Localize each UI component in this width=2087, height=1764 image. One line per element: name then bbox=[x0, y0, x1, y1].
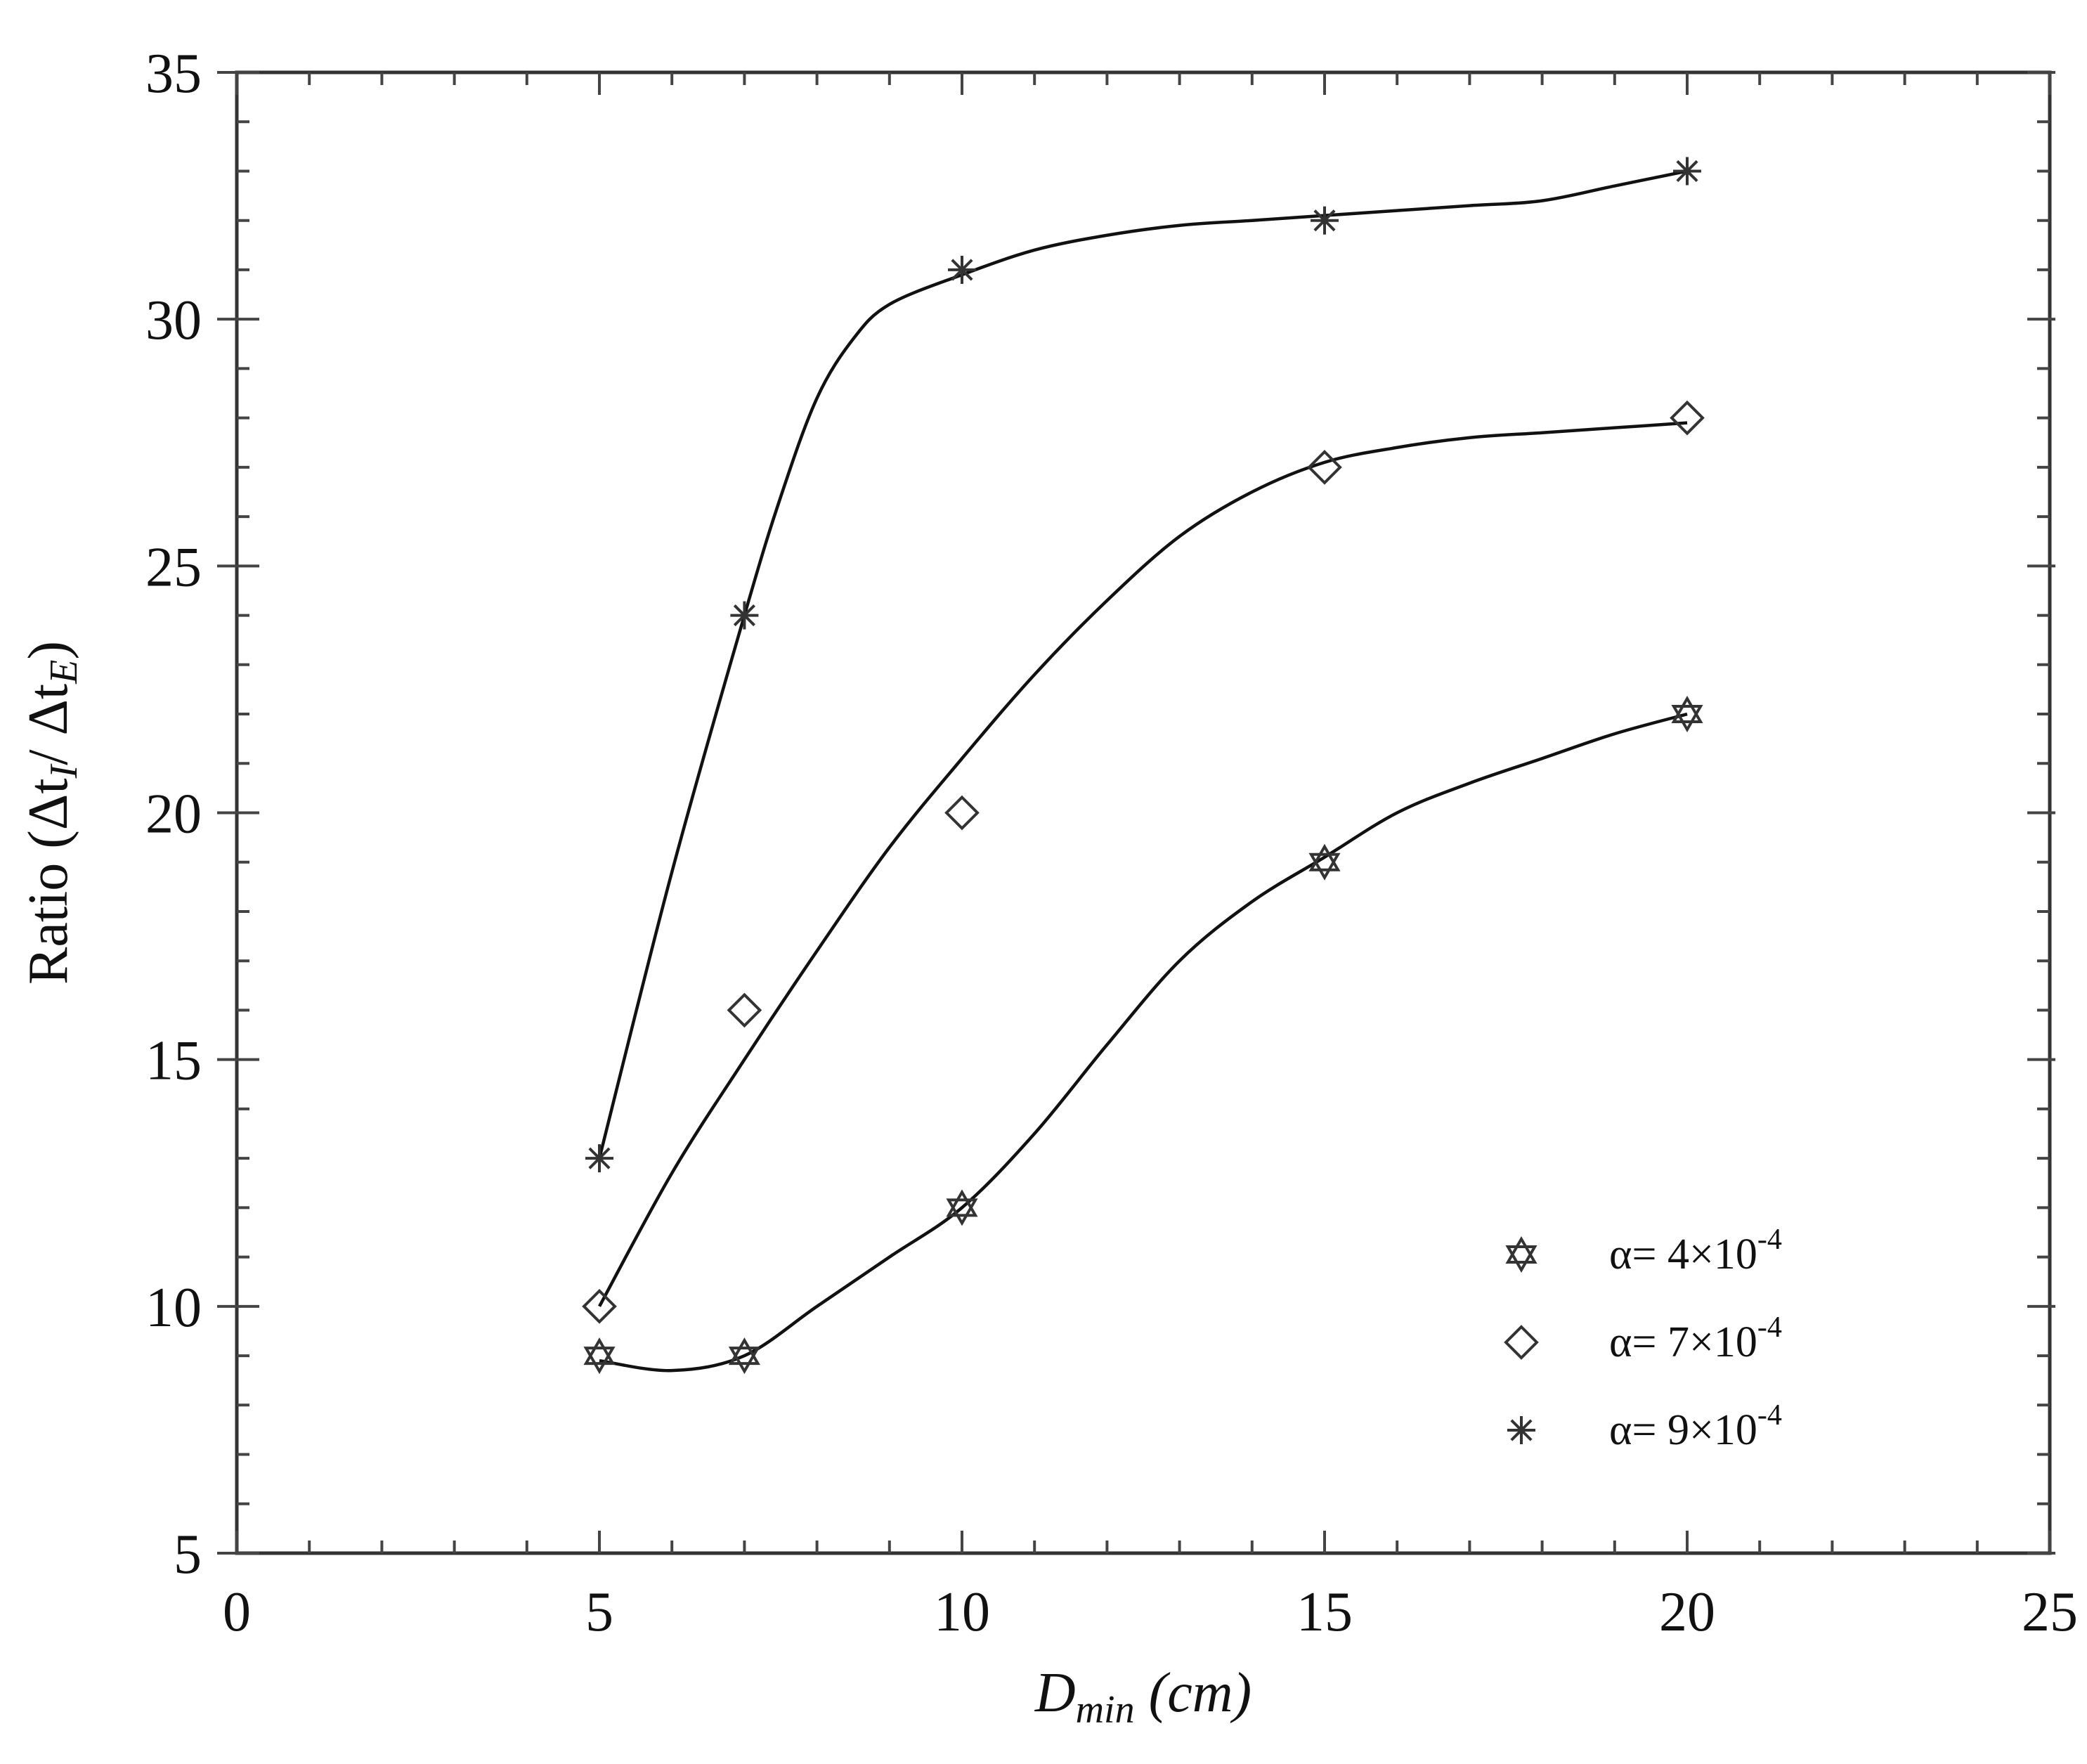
legend-label-3: α= 9×10-4 bbox=[1609, 1399, 1782, 1454]
data-point-series-2 bbox=[1670, 400, 1705, 436]
y-tick-label: 35 bbox=[145, 43, 202, 105]
data-point-series-1 bbox=[946, 1189, 978, 1226]
x-tick-label: 25 bbox=[2022, 1581, 2078, 1643]
y-axis-title-sub2: E bbox=[42, 660, 86, 685]
x-axis-title-rest: (cm) bbox=[1135, 1662, 1252, 1724]
y-tick-label: 25 bbox=[145, 536, 202, 598]
y-tick-label: 10 bbox=[145, 1277, 202, 1339]
y-tick-label: 20 bbox=[145, 784, 202, 845]
data-point-series-2 bbox=[944, 795, 980, 831]
y-axis-title-sub1: I bbox=[42, 763, 86, 779]
fit-curve-series-1 bbox=[599, 712, 1688, 1373]
y-tick-label: 30 bbox=[145, 290, 202, 351]
data-point-series-3 bbox=[730, 601, 759, 630]
legend: α= 4×10-4 α= 7×10-4 α= 9×10-4 bbox=[1504, 1224, 1782, 1454]
data-markers bbox=[582, 157, 1705, 1375]
fit-curve-series-2 bbox=[598, 421, 1688, 1307]
y-axis-title-suffix: ) bbox=[18, 641, 79, 660]
data-point-series-1 bbox=[1671, 696, 1703, 732]
data-point-series-2 bbox=[1307, 450, 1342, 485]
y-axis-title: Ratio (ΔtI/ ΔtE) bbox=[18, 641, 86, 985]
y-tick-label: 15 bbox=[145, 1030, 202, 1092]
data-point-series-3 bbox=[1311, 206, 1339, 235]
x-tick-label: 10 bbox=[934, 1581, 990, 1643]
legend-marker-1 bbox=[1505, 1236, 1537, 1273]
data-point-series-1 bbox=[728, 1337, 760, 1375]
data-point-series-3 bbox=[585, 1144, 613, 1173]
fit-curves bbox=[597, 169, 1688, 1373]
data-point-series-3 bbox=[1673, 157, 1701, 186]
x-axis-title: Dmin (cm) bbox=[1034, 1662, 1251, 1732]
y-axis-title-prefix: Ratio (Δt bbox=[18, 778, 79, 985]
x-axis-title-sub: min bbox=[1076, 1688, 1135, 1732]
legend-marker-2 bbox=[1504, 1325, 1539, 1360]
legend-label-1: α= 4×10-4 bbox=[1609, 1224, 1782, 1278]
y-axis-title-mid: / Δt bbox=[18, 684, 79, 765]
x-tick-label: 20 bbox=[1659, 1581, 1715, 1643]
data-point-series-2 bbox=[727, 992, 762, 1028]
y-tick-label: 5 bbox=[174, 1524, 202, 1585]
data-point-series-2 bbox=[582, 1289, 617, 1324]
x-axis-title-main: D bbox=[1034, 1662, 1076, 1724]
x-tick-label: 15 bbox=[1296, 1581, 1353, 1643]
ticks bbox=[217, 71, 2055, 1555]
data-point-series-1 bbox=[1308, 843, 1341, 881]
legend-marker-3 bbox=[1507, 1416, 1535, 1444]
data-point-series-3 bbox=[948, 255, 976, 284]
x-tick-label: 5 bbox=[585, 1581, 613, 1643]
legend-label-2: α= 7×10-4 bbox=[1609, 1311, 1782, 1366]
fit-curve-series-3 bbox=[597, 169, 1688, 1159]
x-tick-label: 0 bbox=[223, 1581, 251, 1643]
data-point-series-1 bbox=[583, 1337, 616, 1375]
